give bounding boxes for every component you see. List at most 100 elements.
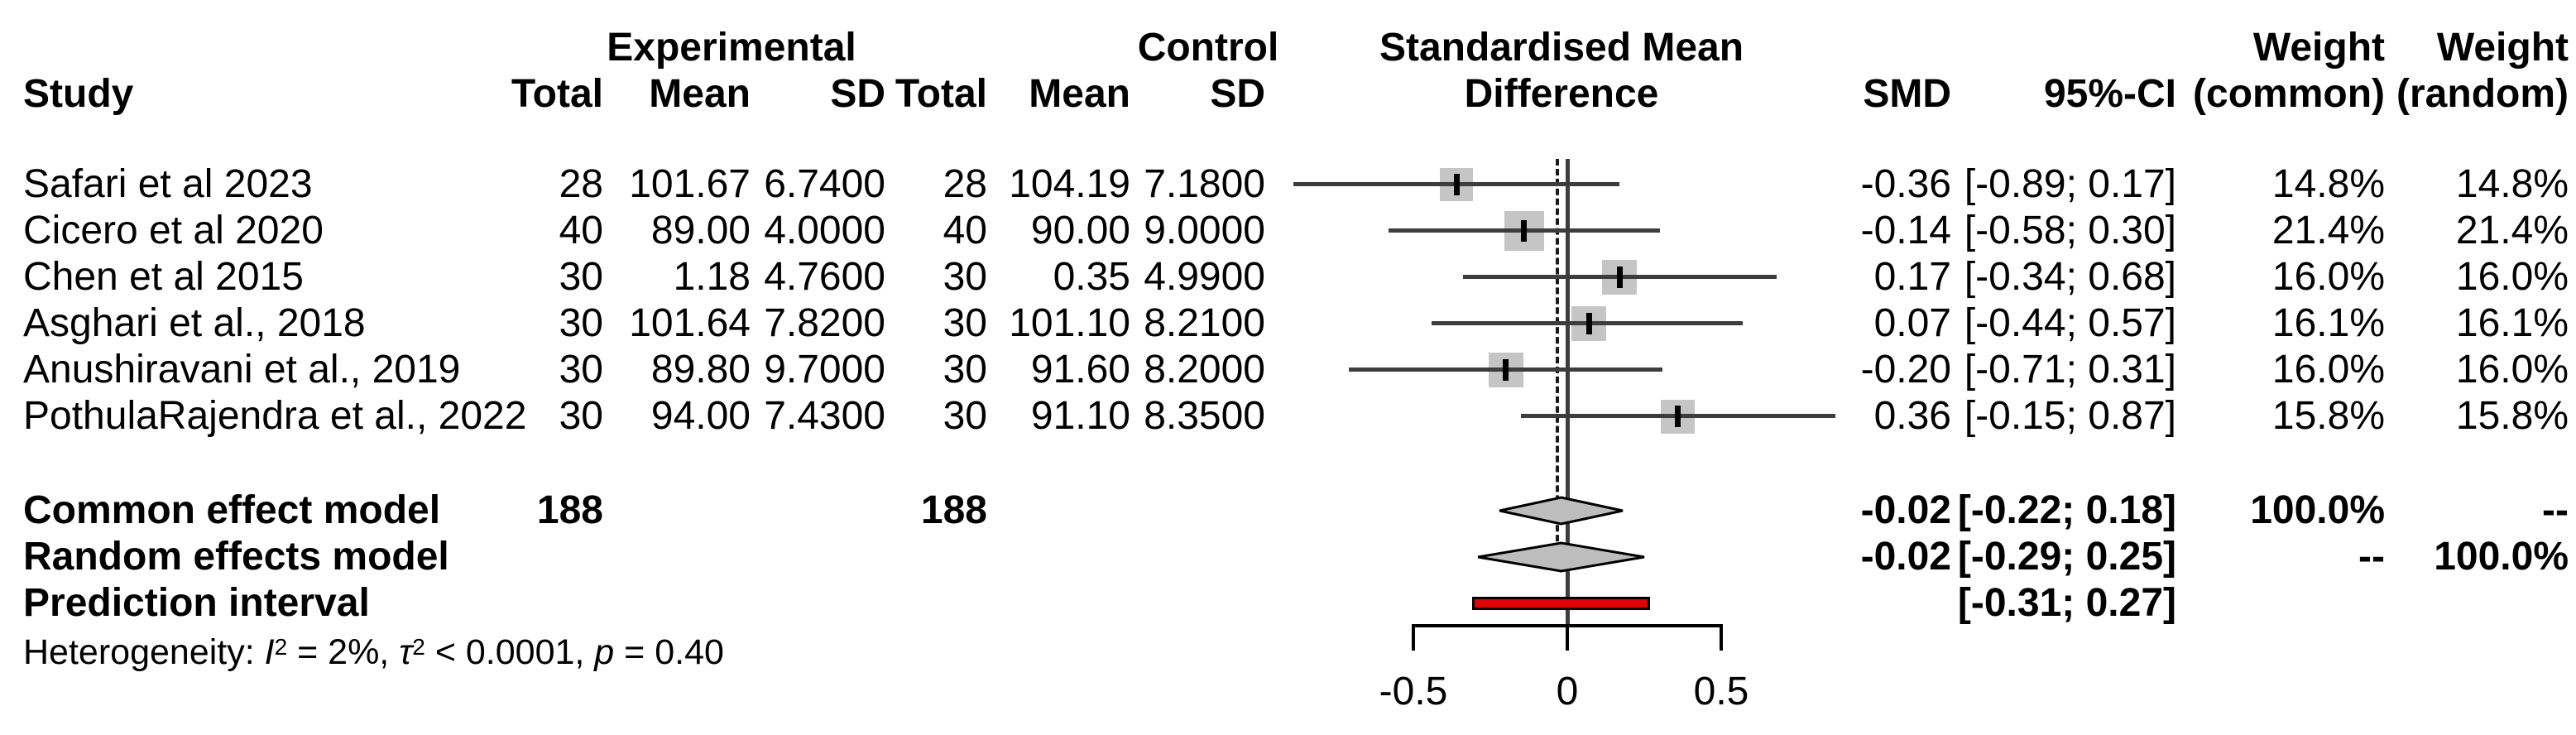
summary-common-weight-random: -- [2542, 488, 2569, 532]
het-i-sup: 2 [274, 633, 288, 660]
study-ctrl-sd: 7.1800 [1144, 162, 1265, 206]
point-estimate-tick [1585, 313, 1592, 334]
study-smd-label: -0.14 [1860, 209, 1951, 252]
study-smd-label: 0.17 [1873, 255, 1951, 299]
header-study: Study [23, 72, 134, 116]
study-ctrl-mean: 91.60 [1030, 348, 1130, 392]
summary-common-weight-common: 100.0% [2250, 488, 2385, 532]
study-ctrl-total: 40 [943, 209, 987, 252]
het-text: Heterogeneity: [23, 632, 265, 672]
study-ctrl-mean: 104.19 [1009, 162, 1130, 206]
point-estimate-tick [1503, 359, 1509, 381]
x-axis-label-neg05: -0.5 [1379, 670, 1448, 713]
study-weight-random: 16.0% [2455, 348, 2569, 392]
summary-common-ctrl-total: 188 [920, 488, 987, 532]
study-name: Anushiravani et al., 2019 [23, 348, 461, 392]
study-exp-total: 40 [559, 209, 603, 252]
het-tau2-value: < 0.0001, [425, 632, 595, 672]
study-name: Asghari et al., 2018 [23, 301, 366, 345]
header-group-control: Control [1137, 26, 1279, 70]
summary-common-ci: [-0.22; 0.18] [1957, 488, 2176, 532]
header-ci: 95%-CI [2043, 72, 2176, 116]
point-estimate-tick [1521, 220, 1528, 242]
header-plot-title-line2: Difference [1464, 72, 1659, 116]
point-estimate-tick [1453, 174, 1460, 195]
study-weight-random: 16.0% [2455, 255, 2569, 299]
study-ci-label: [-0.71; 0.31] [1964, 348, 2176, 392]
summary-prediction-ci: [-0.31; 0.27] [1957, 581, 2176, 625]
study-ctrl-mean: 0.35 [1053, 255, 1130, 299]
header-weight-common: Weight [2252, 26, 2385, 70]
het-p-value: = 0.40 [614, 632, 724, 672]
study-exp-sd: 6.7400 [764, 162, 885, 206]
summary-prediction-label: Prediction interval [23, 581, 370, 625]
summary-common-exp-total: 188 [536, 488, 603, 532]
header-exp-total: Total [511, 72, 603, 116]
study-ctrl-total: 30 [943, 301, 987, 345]
study-weight-common: 14.8% [2271, 162, 2385, 206]
study-ctrl-sd: 8.2100 [1144, 301, 1265, 345]
study-smd-label: -0.20 [1860, 348, 1951, 392]
study-exp-sd: 9.7000 [764, 348, 885, 392]
study-exp-sd: 4.0000 [764, 209, 885, 252]
study-exp-mean: 89.00 [650, 209, 751, 252]
study-ctrl-total: 28 [943, 162, 987, 206]
summary-random-label: Random effects model [23, 535, 449, 579]
header-smd: SMD [1863, 72, 1951, 116]
study-exp-total: 30 [559, 255, 603, 299]
study-ctrl-total: 30 [943, 394, 987, 438]
study-exp-sd: 7.8200 [764, 301, 885, 345]
pooled-effect-dashed-line [1556, 159, 1559, 571]
study-ci-label: [-0.15; 0.87] [1964, 394, 2176, 438]
study-ci-label: [-0.34; 0.68] [1964, 255, 2176, 299]
study-ctrl-total: 30 [943, 348, 987, 392]
study-ci-label: [-0.58; 0.30] [1964, 209, 2176, 252]
study-ctrl-sd: 4.9900 [1144, 255, 1265, 299]
study-weight-common: 16.0% [2271, 348, 2385, 392]
study-weight-common: 21.4% [2271, 209, 2385, 252]
header-weight-common-sub: (common) [2193, 72, 2385, 116]
study-weight-random: 16.1% [2455, 301, 2569, 345]
study-smd-label: 0.07 [1873, 301, 1951, 345]
study-weight-random: 14.8% [2455, 162, 2569, 206]
header-ctrl-total: Total [895, 72, 987, 116]
prediction-interval-bar [1471, 597, 1651, 610]
summary-random-smd: -0.02 [1860, 535, 1951, 579]
summary-diamond-random [1477, 541, 1645, 573]
study-exp-total: 28 [559, 162, 603, 206]
header-group-experimental: Experimental [607, 26, 856, 70]
study-ctrl-mean: 90.00 [1030, 209, 1130, 252]
study-weight-random: 21.4% [2455, 209, 2569, 252]
header-exp-mean: Mean [649, 72, 751, 116]
header-ctrl-mean: Mean [1029, 72, 1130, 116]
point-estimate-tick [1675, 406, 1681, 427]
study-weight-common: 15.8% [2271, 394, 2385, 438]
study-name: Chen et al 2015 [23, 255, 304, 299]
study-exp-mean: 94.00 [650, 394, 751, 438]
heterogeneity-note: Heterogeneity: I2 = 2%, τ2 < 0.0001, p =… [23, 629, 724, 675]
header-ctrl-sd: SD [1210, 72, 1265, 116]
summary-diamond-common [1499, 496, 1624, 526]
study-smd-label: 0.36 [1873, 394, 1951, 438]
study-exp-total: 30 [559, 394, 603, 438]
het-p-symbol: p [594, 632, 615, 672]
summary-random-weight-random: 100.0% [2434, 535, 2569, 579]
study-ci-label: [-0.44; 0.57] [1964, 301, 2176, 345]
study-name: PothulaRajendra et al., 2022 [23, 394, 527, 438]
study-exp-sd: 7.4300 [764, 394, 885, 438]
het-tau-sup: 2 [412, 633, 425, 660]
header-weight-random: Weight [2436, 26, 2569, 70]
x-axis-label-0: 0 [1556, 670, 1579, 713]
study-ctrl-sd: 9.0000 [1144, 209, 1265, 252]
het-tau-symbol: τ [399, 632, 413, 672]
summary-random-ci: [-0.29; 0.25] [1957, 535, 2176, 579]
study-name: Safari et al 2023 [23, 162, 313, 206]
study-ci-label: [-0.89; 0.17] [1964, 162, 2176, 206]
study-exp-total: 30 [559, 348, 603, 392]
study-smd-label: -0.36 [1860, 162, 1951, 206]
header-weight-random-sub: (random) [2396, 72, 2569, 116]
study-exp-mean: 101.67 [629, 162, 751, 206]
study-ctrl-total: 30 [943, 255, 987, 299]
study-name: Cicero et al 2020 [23, 209, 324, 252]
